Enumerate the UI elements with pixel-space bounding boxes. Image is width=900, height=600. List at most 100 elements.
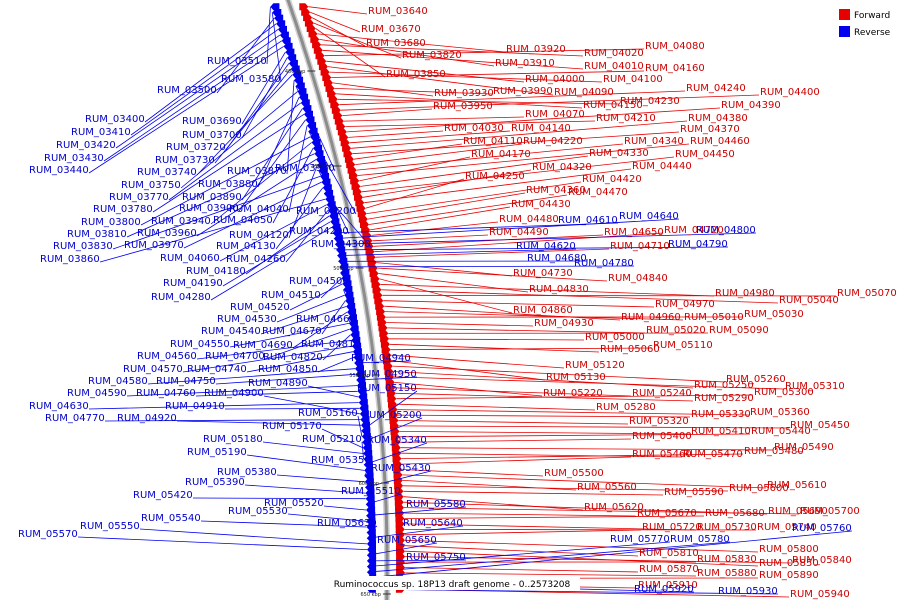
gene-label-forward[interactable]: RUM_05700 (800, 506, 860, 517)
gene-label-reverse[interactable]: RUM_03750 (121, 180, 181, 191)
gene-label-forward[interactable]: RUM_04480 (499, 214, 559, 225)
gene-label-forward[interactable]: RUM_05620 (584, 502, 644, 513)
gene-label-reverse[interactable]: RUM_04610 (558, 215, 618, 226)
gene-label-reverse[interactable]: RUM_04580 (88, 376, 148, 387)
gene-label-reverse[interactable]: RUM_04280 (151, 292, 211, 303)
gene-label-reverse[interactable]: RUM_03870 (227, 166, 287, 177)
gene-label-reverse[interactable]: RUM_05540 (141, 513, 201, 524)
gene-label-reverse[interactable]: RUM_05380 (217, 467, 277, 478)
gene-label-reverse[interactable]: RUM_04190 (163, 278, 223, 289)
gene-label-reverse[interactable]: RUM_04560 (137, 351, 197, 362)
gene-label-reverse[interactable]: RUM_04630 (29, 401, 89, 412)
gene-label-forward[interactable]: RUM_04150 (583, 100, 643, 111)
gene-label-forward[interactable]: RUM_04210 (596, 113, 656, 124)
gene-label-forward[interactable]: RUM_03920 (506, 44, 566, 55)
gene-label-forward[interactable]: RUM_05040 (779, 295, 839, 306)
gene-label-reverse[interactable]: RUM_05430 (371, 463, 431, 474)
gene-label-reverse[interactable]: RUM_04850 (258, 364, 318, 375)
gene-label-reverse[interactable]: RUM_04130 (216, 241, 276, 252)
gene-label-reverse[interactable]: RUM_05550 (80, 521, 140, 532)
gene-label-forward[interactable]: RUM_05680 (705, 508, 765, 519)
gene-label-forward[interactable]: RUM_04490 (489, 227, 549, 238)
gene-label-reverse[interactable]: RUM_05570 (18, 529, 78, 540)
gene-label-forward[interactable]: RUM_05000 (585, 332, 645, 343)
gene-label-forward[interactable]: RUM_04140 (511, 123, 571, 134)
gene-label-reverse[interactable]: RUM_04750 (156, 376, 216, 387)
gene-label-forward[interactable]: RUM_03930 (434, 88, 494, 99)
gene-label-forward[interactable]: RUM_04030 (444, 123, 504, 134)
gene-label-reverse[interactable]: RUM_03900 (179, 203, 239, 214)
gene-label-reverse[interactable]: RUM_03500 (157, 85, 217, 96)
gene-label-forward[interactable]: RUM_04320 (532, 162, 592, 173)
gene-label-forward[interactable]: RUM_04400 (760, 87, 820, 98)
gene-label-reverse[interactable]: RUM_05920 (634, 584, 694, 595)
gene-label-reverse[interactable]: RUM_04290 (289, 226, 349, 237)
gene-label-forward[interactable]: RUM_04360 (526, 185, 586, 196)
gene-label-forward[interactable]: RUM_05880 (697, 568, 757, 579)
gene-label-forward[interactable]: RUM_04830 (529, 284, 589, 295)
gene-label-forward[interactable]: RUM_05720 (642, 522, 702, 533)
gene-label-reverse[interactable]: RUM_05420 (133, 490, 193, 501)
gene-label-reverse[interactable]: RUM_04060 (160, 253, 220, 264)
gene-label-forward[interactable]: RUM_03910 (495, 58, 555, 69)
gene-label-forward[interactable]: RUM_04730 (513, 268, 573, 279)
gene-label-forward[interactable]: RUM_04840 (608, 273, 668, 284)
gene-label-reverse[interactable]: RUM_03690 (182, 116, 242, 127)
gene-label-reverse[interactable]: RUM_04890 (248, 378, 308, 389)
gene-label-forward[interactable]: RUM_04100 (603, 74, 663, 85)
gene-label-reverse[interactable]: RUM_05520 (264, 498, 324, 509)
gene-label-forward[interactable]: RUM_04860 (513, 305, 573, 316)
gene-label-reverse[interactable]: RUM_04570 (123, 364, 183, 375)
gene-label-reverse[interactable]: RUM_03970 (124, 240, 184, 251)
gene-label-forward[interactable]: RUM_03990 (493, 86, 553, 97)
gene-label-reverse[interactable]: RUM_04900 (204, 388, 264, 399)
gene-label-forward[interactable]: RUM_05410 (691, 426, 751, 437)
gene-label-forward[interactable]: RUM_04250 (465, 171, 525, 182)
gene-label-forward[interactable]: RUM_05830 (697, 554, 757, 565)
gene-label-reverse[interactable]: RUM_03420 (56, 140, 116, 151)
gene-label-forward[interactable]: RUM_05320 (629, 416, 689, 427)
gene-label-forward[interactable]: RUM_05740 (757, 522, 817, 533)
gene-label-reverse[interactable]: RUM_04700 (205, 351, 265, 362)
gene-label-forward[interactable]: RUM_04240 (686, 83, 746, 94)
gene-label-forward[interactable]: RUM_03850 (386, 69, 446, 80)
gene-label-reverse[interactable]: RUM_04040 (229, 204, 289, 215)
gene-label-forward[interactable]: RUM_04220 (523, 136, 583, 147)
gene-label-forward[interactable]: RUM_04090 (554, 87, 614, 98)
gene-label-forward[interactable]: RUM_03670 (361, 24, 421, 35)
gene-label-forward[interactable]: RUM_05070 (837, 288, 897, 299)
gene-label-reverse[interactable]: RUM_04540 (201, 326, 261, 337)
gene-label-forward[interactable]: RUM_05500 (544, 468, 604, 479)
gene-label-forward[interactable]: RUM_03640 (368, 6, 428, 17)
gene-label-reverse[interactable]: RUM_03830 (53, 241, 113, 252)
gene-label-forward[interactable]: RUM_05590 (664, 487, 724, 498)
gene-label-forward[interactable]: RUM_04010 (584, 61, 644, 72)
gene-label-forward[interactable]: RUM_04650 (604, 227, 664, 238)
gene-label-reverse[interactable]: RUM_05630 (317, 518, 377, 529)
gene-label-reverse[interactable]: RUM_05150 (357, 383, 417, 394)
gene-label-forward[interactable]: RUM_04440 (632, 161, 692, 172)
gene-label-forward[interactable]: RUM_05440 (751, 426, 811, 437)
gene-label-forward[interactable]: RUM_05890 (759, 570, 819, 581)
gene-label-reverse[interactable]: RUM_04950 (357, 369, 417, 380)
gene-label-forward[interactable]: RUM_05120 (565, 360, 625, 371)
gene-label-forward[interactable]: RUM_04080 (645, 41, 705, 52)
gene-label-forward[interactable]: RUM_05300 (754, 387, 814, 398)
gene-label-forward[interactable]: RUM_05090 (709, 325, 769, 336)
gene-label-forward[interactable]: RUM_04340 (624, 136, 684, 147)
gene-label-forward[interactable]: RUM_04380 (688, 113, 748, 124)
gene-label-reverse[interactable]: RUM_05580 (406, 499, 466, 510)
gene-label-reverse[interactable]: RUM_04200 (296, 206, 356, 217)
gene-label-reverse[interactable]: RUM_03880 (198, 179, 258, 190)
gene-label-reverse[interactable]: RUM_04530 (217, 314, 277, 325)
gene-label-forward[interactable]: RUM_05110 (653, 340, 713, 351)
gene-label-forward[interactable]: RUM_05250 (694, 380, 754, 391)
gene-label-reverse[interactable]: RUM_05930 (718, 586, 778, 597)
gene-label-forward[interactable]: RUM_04960 (621, 312, 681, 323)
gene-label-forward[interactable]: RUM_05460 (632, 449, 692, 460)
gene-label-forward[interactable]: RUM_04390 (721, 100, 781, 111)
gene-label-forward[interactable]: RUM_05290 (694, 393, 754, 404)
gene-label-reverse[interactable]: RUM_03410 (71, 127, 131, 138)
gene-label-forward[interactable]: RUM_04930 (534, 318, 594, 329)
gene-label-forward[interactable]: RUM_05280 (596, 402, 656, 413)
